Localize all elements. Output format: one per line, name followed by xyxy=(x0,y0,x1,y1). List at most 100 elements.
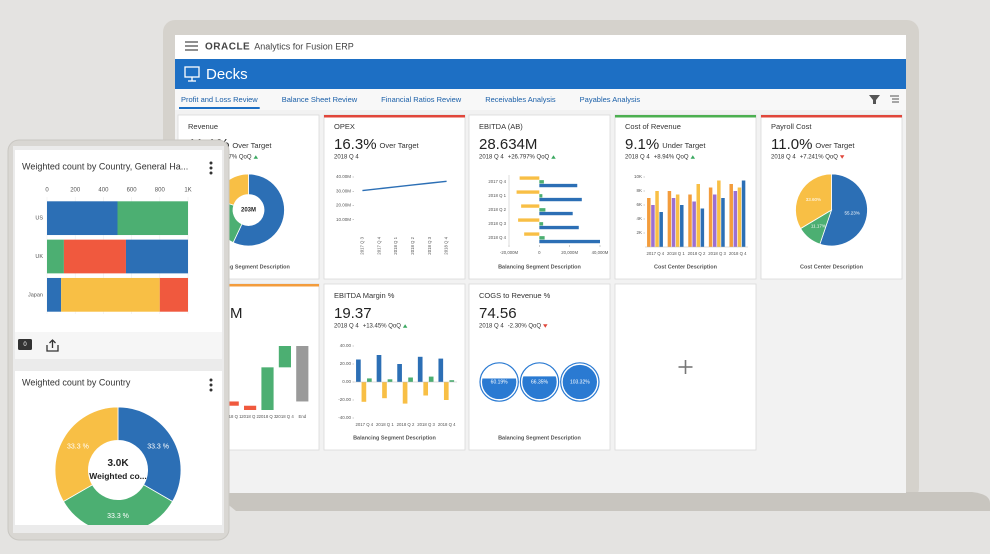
deck-icon xyxy=(184,66,200,82)
y-tick-label: 0.00 xyxy=(342,379,351,384)
x-tick-label: 2018 Q 1 xyxy=(393,236,398,254)
y-tick-label: 20.00 xyxy=(340,361,352,366)
card-footer: Balancing Segment Description xyxy=(207,264,290,270)
x-tick-label: 400 xyxy=(98,188,109,194)
tab-bar xyxy=(175,89,906,110)
gauge-label: 103.32% xyxy=(570,379,590,385)
bar-segment xyxy=(47,277,62,312)
tablet: 0 Weighted count by Country, General Ha.… xyxy=(7,139,230,541)
tab[interactable]: Financial Ratios Review xyxy=(381,95,462,104)
kpi-period: 2018 Q 4 xyxy=(771,155,796,161)
bar xyxy=(700,208,705,247)
bar xyxy=(423,382,429,396)
deck-title: Decks xyxy=(206,66,248,83)
tab[interactable]: Profit and Loss Review xyxy=(181,95,258,104)
tab[interactable]: Receivables Analysis xyxy=(485,95,556,104)
y-tick-label: 2018 Q 3 xyxy=(488,221,506,226)
center-label: 3.0K xyxy=(107,458,129,469)
kpi-value: 28.634M xyxy=(479,136,537,153)
bar xyxy=(361,382,367,402)
card-footer: Balancing Segment Description xyxy=(353,435,436,441)
y-tick-label: 40.00M xyxy=(336,174,351,179)
y-tick-label: 6K xyxy=(636,202,642,207)
bar xyxy=(244,405,257,410)
card-footer: Balancing Segment Description xyxy=(498,435,581,441)
y-tick-label: 2018 Q 1 xyxy=(488,193,506,198)
y-tick-label: -20.00 xyxy=(338,397,351,402)
slice-label: 55.23% xyxy=(844,211,859,216)
tablet-card-title: Weighted count by Country xyxy=(22,377,131,387)
bar xyxy=(261,367,274,410)
tablet-chart: 33.3 % 33.3 % 33.3 % 3.0K Weighted co... xyxy=(54,406,182,525)
line xyxy=(362,180,447,192)
bar-segment xyxy=(125,239,188,274)
y-tick-label: 2K xyxy=(636,230,642,235)
x-tick-label: 2018 Q 4 xyxy=(444,236,449,254)
kpi-period: 2018 Q 4 xyxy=(334,324,359,330)
y-tick-label: 20.00M xyxy=(336,203,351,208)
bar xyxy=(524,232,540,236)
slice-label: 33.3 % xyxy=(67,444,89,451)
x-tick-label: End xyxy=(298,414,306,419)
y-tick-label: 2018 Q 2 xyxy=(488,207,506,212)
bar xyxy=(226,401,239,406)
x-tick-label: 1K xyxy=(184,188,191,194)
y-tick-label: 10K xyxy=(634,174,642,179)
list-icon[interactable] xyxy=(890,95,899,103)
x-tick-label: -20,000M xyxy=(500,250,519,255)
trend-arrow xyxy=(543,324,548,328)
x-tick-label: 0 xyxy=(45,188,49,194)
filter-icon[interactable] xyxy=(869,95,880,104)
x-tick-label: 2018 Q 2 xyxy=(397,422,415,427)
bar xyxy=(655,191,659,247)
kpi-period: 2018 Q 4 xyxy=(334,155,359,161)
bar xyxy=(443,382,449,400)
bar xyxy=(519,176,540,180)
tab[interactable]: Balance Sheet Review xyxy=(282,95,358,104)
kpi-status: Over Target xyxy=(232,141,272,150)
active-tab-indicator xyxy=(179,107,260,109)
bar xyxy=(387,379,393,382)
x-tick-label: 2018 Q 2 xyxy=(410,236,415,254)
bar xyxy=(688,194,692,247)
x-tick-label: 2018 Q 3 xyxy=(259,414,277,419)
x-tick-label: 600 xyxy=(127,188,138,194)
share-icon[interactable] xyxy=(46,339,59,352)
bar-segment xyxy=(47,201,118,236)
menu-icon[interactable] xyxy=(185,41,198,51)
kpi-qoq: -2.30% QoQ xyxy=(508,324,542,330)
kebab-menu[interactable] xyxy=(209,378,213,392)
comment-icon[interactable] xyxy=(18,339,32,350)
card-title: OPEX xyxy=(334,122,355,131)
tablet-card-title: Weighted count by Country, General Ha... xyxy=(22,161,188,171)
slice-label: 33.60% xyxy=(806,197,821,202)
tablet-chart: 0 200 400 600 800 1K US UK Japan xyxy=(28,188,192,314)
bar-segment xyxy=(159,277,188,312)
bar xyxy=(539,180,544,184)
kebab-menu[interactable] xyxy=(209,161,213,175)
kpi-qoq: +26.797% QoQ xyxy=(508,155,550,161)
card-accent xyxy=(178,284,319,287)
bar xyxy=(717,180,721,247)
gauge-fill xyxy=(522,376,557,400)
card[interactable] xyxy=(614,283,757,451)
bar xyxy=(449,380,455,382)
bar xyxy=(521,204,540,208)
bar xyxy=(729,184,733,247)
card-title: Cost of Revenue xyxy=(625,122,681,131)
bar xyxy=(647,198,651,247)
card-footer: Balancing Segment Description xyxy=(498,264,581,270)
y-tick-label: 2018 Q 4 xyxy=(488,235,506,240)
y-tick-label: 2017 Q 4 xyxy=(488,179,506,184)
bar xyxy=(539,222,544,226)
bar xyxy=(667,191,672,247)
bar-segment xyxy=(61,277,160,312)
tab[interactable]: Payables Analysis xyxy=(580,95,641,104)
brand: ORACLE xyxy=(205,42,250,53)
x-tick-label: 2018 Q 4 xyxy=(276,414,294,419)
center-sublabel: Weighted co... xyxy=(89,471,146,481)
bar xyxy=(539,197,582,202)
card: EBITDA Margin % 19.37 2018 Q 4 +13.45% QoQ -… xyxy=(323,283,466,451)
slice xyxy=(795,173,832,230)
